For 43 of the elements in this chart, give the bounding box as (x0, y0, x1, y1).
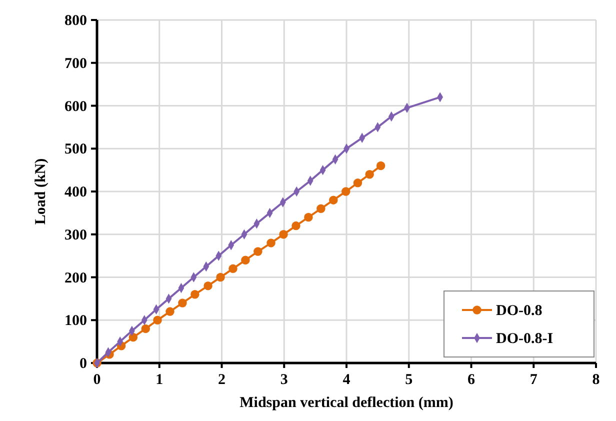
point (353, 178, 362, 188)
point (304, 212, 313, 222)
y-tick-label: 200 (64, 270, 87, 286)
point (376, 161, 386, 170)
x-tick-label: 1 (156, 372, 164, 388)
x-tick-label: 2 (218, 372, 226, 388)
x-tick-label: 8 (592, 372, 600, 388)
x-tick-label: 0 (93, 372, 101, 388)
point (241, 256, 250, 264)
point (128, 332, 138, 342)
point (190, 290, 200, 299)
point (178, 298, 187, 308)
y-axis-title: Load (kN) (33, 158, 49, 225)
y-tick-label: 100 (64, 313, 87, 330)
y-tick-label: 0 (80, 356, 87, 372)
x-tick-label: 7 (530, 372, 538, 388)
x-tick-label: 5 (405, 372, 413, 388)
x-tick-label: 3 (280, 372, 288, 388)
point (153, 316, 162, 324)
x-tick-label: 4 (342, 372, 351, 388)
y-tick-label: 800 (64, 13, 87, 29)
y-tick-label: 300 (64, 227, 87, 244)
legend-label: DO-0.8 (496, 303, 542, 319)
point (266, 238, 276, 248)
point (228, 264, 238, 274)
y-tick-label: 400 (64, 184, 87, 200)
point (254, 247, 262, 256)
legend-label: DO-0.8-I (496, 331, 554, 347)
point (166, 307, 174, 316)
point (279, 230, 288, 239)
point (216, 272, 225, 282)
x-axis-title: Midspan vertical deflection (mm) (240, 395, 454, 411)
point (329, 196, 338, 204)
x-tick-label: 6 (468, 372, 476, 388)
point (316, 204, 326, 214)
point (365, 170, 374, 179)
y-tick-label: 500 (64, 142, 87, 158)
point (141, 324, 150, 334)
point (292, 221, 300, 230)
y-tick-label: 700 (64, 56, 87, 72)
y-tick-label: 600 (64, 98, 87, 115)
point (342, 187, 350, 196)
point (204, 281, 212, 290)
